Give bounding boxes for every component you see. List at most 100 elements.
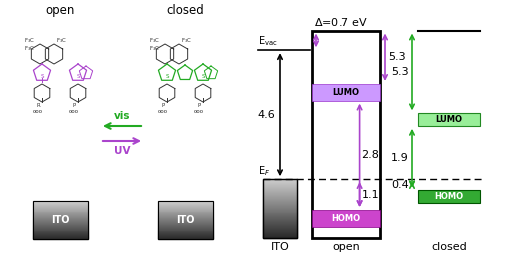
Bar [32, 234, 88, 235]
Bar [263, 195, 297, 196]
Bar [32, 206, 88, 207]
Bar [263, 220, 297, 221]
Bar [263, 199, 297, 200]
Bar [32, 205, 88, 206]
Bar [32, 224, 88, 225]
Bar [32, 227, 88, 228]
Bar [263, 184, 297, 185]
Bar [312, 84, 380, 101]
Bar [32, 235, 88, 236]
Bar [158, 235, 212, 236]
Bar [158, 223, 212, 224]
Bar [263, 225, 297, 226]
Text: 4.6: 4.6 [257, 110, 275, 120]
Bar [263, 179, 297, 180]
Bar [158, 203, 212, 204]
Text: 1.9: 1.9 [391, 153, 409, 163]
Text: 5.3: 5.3 [388, 52, 406, 62]
Bar [32, 211, 88, 212]
Bar [263, 208, 297, 209]
Bar [263, 192, 297, 193]
Text: E$_F$: E$_F$ [258, 164, 270, 178]
Bar [32, 233, 88, 234]
Bar [158, 204, 212, 205]
Text: open: open [332, 242, 360, 252]
Text: HOMO: HOMO [331, 214, 360, 223]
Bar [158, 215, 212, 216]
Bar [263, 236, 297, 237]
Bar [32, 219, 88, 220]
Bar [312, 31, 380, 238]
Bar [158, 201, 212, 202]
Bar [32, 202, 88, 203]
Bar [32, 201, 88, 239]
Text: HOMO: HOMO [435, 192, 463, 201]
Text: P
ooo: P ooo [158, 103, 168, 114]
Bar [263, 196, 297, 197]
Bar [263, 202, 297, 203]
Bar [418, 113, 480, 126]
Bar [158, 221, 212, 222]
Bar [263, 228, 297, 229]
Text: E$_{\rm vac}$: E$_{\rm vac}$ [258, 35, 278, 48]
Bar [263, 188, 297, 189]
Text: 1.1: 1.1 [361, 189, 379, 200]
Bar [158, 233, 212, 234]
Bar [32, 237, 88, 238]
Bar [312, 210, 380, 227]
Bar [158, 207, 212, 208]
Bar [263, 197, 297, 198]
Bar [263, 233, 297, 234]
Text: 0.4: 0.4 [391, 180, 409, 190]
Bar [263, 235, 297, 236]
Text: S: S [201, 73, 205, 79]
Bar [158, 227, 212, 228]
Bar [32, 221, 88, 222]
Bar [263, 227, 297, 228]
Bar [32, 203, 88, 204]
Bar [263, 200, 297, 201]
Bar [263, 189, 297, 190]
Text: F$_3$C: F$_3$C [25, 36, 36, 45]
Bar [263, 219, 297, 220]
Bar [263, 222, 297, 223]
Bar [158, 205, 212, 206]
Bar [32, 218, 88, 219]
Bar [158, 229, 212, 230]
Bar [158, 210, 212, 211]
Text: $\Delta$=0.7 eV: $\Delta$=0.7 eV [314, 16, 367, 28]
Bar [263, 230, 297, 231]
Bar [263, 210, 297, 211]
Text: R
ooo: R ooo [33, 103, 43, 114]
Bar [263, 234, 297, 235]
Bar [32, 201, 88, 202]
Bar [158, 212, 212, 213]
Bar [32, 236, 88, 237]
Bar [32, 204, 88, 205]
Text: P
ooo: P ooo [194, 103, 204, 114]
Bar [158, 237, 212, 238]
Bar [263, 181, 297, 182]
Text: F$_3$C: F$_3$C [150, 36, 161, 45]
Text: vis: vis [114, 111, 130, 121]
Bar [263, 237, 297, 238]
Bar [32, 212, 88, 213]
Bar [263, 201, 297, 202]
Bar [158, 216, 212, 217]
Text: F$_3$C: F$_3$C [181, 36, 193, 45]
Bar [32, 220, 88, 221]
Bar [263, 207, 297, 208]
Bar [263, 180, 297, 181]
Bar [32, 230, 88, 231]
Bar [158, 230, 212, 231]
Text: F$_3$C: F$_3$C [56, 36, 68, 45]
Bar [32, 228, 88, 229]
Bar [158, 208, 212, 209]
Bar [158, 238, 212, 239]
Text: UV: UV [114, 146, 130, 156]
Text: ITO: ITO [271, 242, 289, 252]
Bar [263, 204, 297, 205]
Bar [158, 211, 212, 212]
Bar [158, 214, 212, 215]
Text: P
ooo: P ooo [69, 103, 79, 114]
